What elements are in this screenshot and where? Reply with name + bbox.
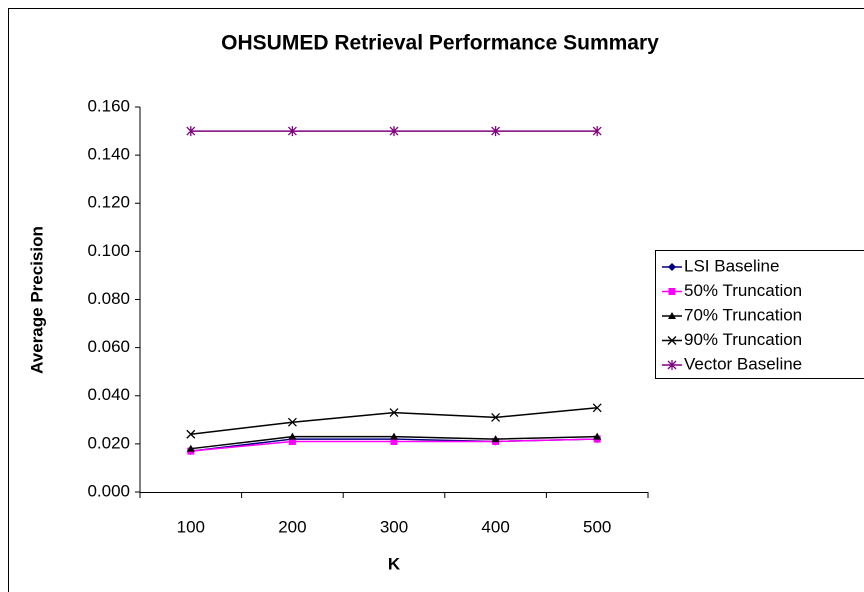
data-point [390, 437, 398, 445]
y-tick-label: 0.160 [87, 96, 130, 115]
x-tick-label: 500 [583, 517, 611, 536]
data-point [491, 435, 500, 443]
y-axis-title: Average Precision [27, 226, 46, 374]
legend-marker [668, 312, 676, 319]
data-point [389, 126, 399, 137]
y-tick-label: 0.020 [87, 433, 130, 452]
y-tick-label: 0.060 [87, 337, 130, 356]
data-point [491, 126, 501, 137]
y-tick-label: 0.040 [87, 385, 130, 404]
legend-marker [668, 263, 676, 271]
y-tick-label: 0.080 [87, 289, 130, 308]
legend-label: Vector Baseline [684, 354, 802, 373]
data-point [390, 432, 398, 440]
data-point [288, 437, 296, 445]
legend-label: LSI Baseline [684, 256, 779, 275]
legend-label: 90% Truncation [684, 330, 802, 349]
x-tick-label: 200 [278, 517, 306, 536]
x-tick-label: 300 [380, 517, 408, 536]
y-tick-label: 0.000 [87, 481, 130, 500]
y-tick-label: 0.100 [87, 241, 130, 260]
data-point [288, 432, 297, 440]
chart-title: OHSUMED Retrieval Performance Summary [221, 32, 659, 55]
x-tick-label: 100 [177, 517, 205, 536]
data-point [186, 126, 196, 137]
legend-marker [668, 288, 676, 295]
data-point [592, 126, 602, 137]
data-point [491, 412, 501, 422]
legend-label: 50% Truncation [684, 281, 802, 300]
y-tick-label: 0.120 [87, 193, 130, 212]
y-tick-label: 0.140 [87, 145, 130, 164]
data-point [592, 403, 602, 413]
data-point [287, 417, 297, 427]
legend-marker [667, 360, 677, 370]
data-point [389, 408, 399, 418]
legend-box [655, 250, 864, 379]
data-point [287, 126, 297, 137]
legend-label: 70% Truncation [684, 305, 802, 324]
data-point [186, 429, 196, 439]
legend-marker [667, 336, 677, 345]
data-point [186, 444, 195, 452]
data-point [593, 432, 602, 440]
x-tick-label: 400 [481, 517, 509, 536]
x-axis-title: K [388, 554, 401, 573]
